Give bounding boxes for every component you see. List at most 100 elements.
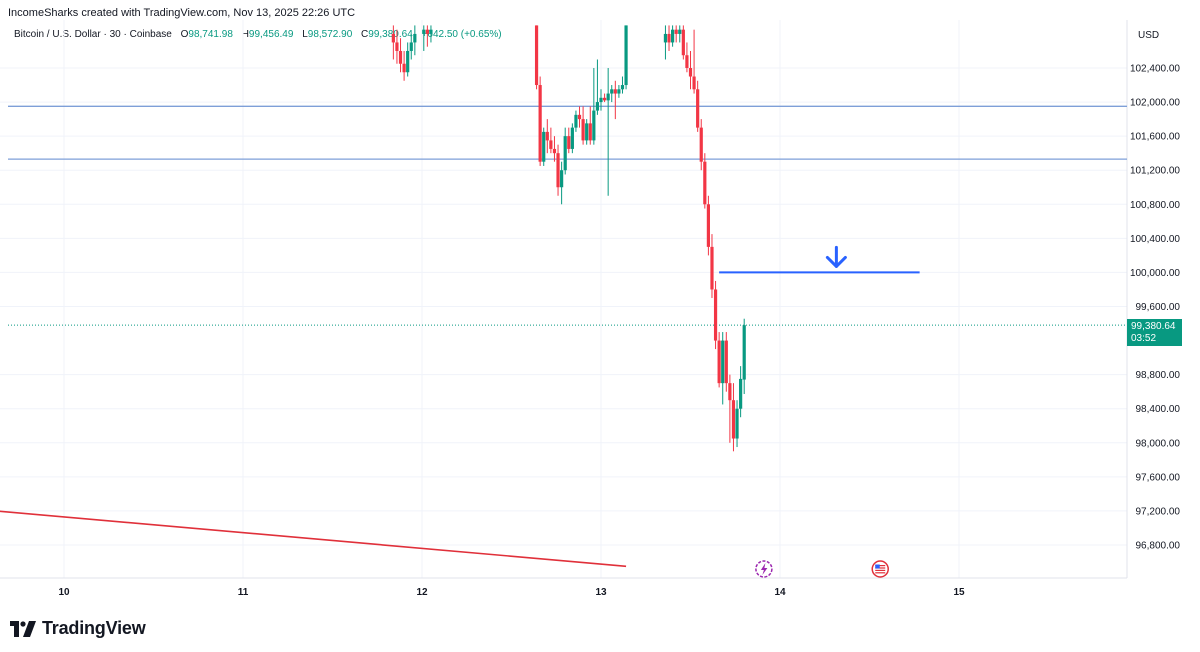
- price-tick-label: 97,200.00: [1136, 506, 1181, 517]
- candle: [567, 127, 571, 154]
- low-label: L: [302, 29, 308, 40]
- us-flag-event-icon[interactable]: [871, 560, 889, 578]
- candle: [398, 38, 403, 73]
- date-tick-label: 13: [595, 587, 607, 598]
- tradingview-footer[interactable]: TradingView: [10, 618, 146, 639]
- candle: [617, 85, 621, 98]
- lightning-event-icon[interactable]: [755, 560, 773, 578]
- candle: [696, 80, 700, 132]
- candle-body: [717, 340, 721, 384]
- close-label: C: [361, 29, 369, 40]
- candle-body: [585, 123, 589, 141]
- trendline-group[interactable]: [0, 510, 627, 568]
- candle: [563, 127, 567, 175]
- candle: [570, 123, 574, 154]
- price-tick-label: 98,800.00: [1136, 370, 1181, 381]
- last-price-tag: 99,380.64 03:52: [1127, 319, 1182, 346]
- candle: [728, 374, 732, 443]
- candle-body: [560, 170, 564, 188]
- candle-body: [624, 25, 628, 86]
- candle-body: [395, 42, 399, 51]
- flag-stripe: [875, 565, 886, 567]
- candle: [552, 136, 557, 162]
- price-tick-label: 101,600.00: [1130, 132, 1180, 143]
- candle-body: [706, 204, 710, 247]
- date-tick-label: 12: [416, 587, 428, 598]
- candle-body: [692, 76, 696, 90]
- last-price-value: 99,380.64: [1131, 321, 1176, 332]
- candle: [671, 25, 675, 47]
- price-tick-label: 100,400.00: [1130, 234, 1180, 245]
- candle-body: [542, 131, 546, 162]
- price-tick-label: 102,400.00: [1130, 64, 1180, 75]
- target-level-group[interactable]: [719, 245, 920, 274]
- candle: [678, 25, 682, 43]
- close-value: 99,380.64: [368, 29, 413, 40]
- candle-body: [663, 33, 668, 43]
- candle-body: [699, 127, 703, 162]
- candle: [735, 400, 739, 448]
- candle-body: [563, 136, 567, 171]
- candle: [542, 127, 546, 166]
- candle: [560, 161, 564, 205]
- candle-body: [545, 131, 549, 141]
- candle-body: [391, 33, 395, 43]
- candle-body: [721, 340, 725, 384]
- candle: [721, 332, 725, 405]
- candle: [395, 29, 399, 64]
- price-axis[interactable]: 102,400.00 102,000.00 101,600.00 101,200.00…: [1130, 64, 1180, 552]
- candle: [545, 119, 549, 154]
- event-icons[interactable]: [755, 560, 889, 578]
- event-circle: [871, 560, 889, 578]
- symbol-label: Bitcoin / U.S. Dollar · 30 · Coinbase: [14, 29, 172, 40]
- candle: [613, 80, 617, 120]
- trendline[interactable]: [0, 510, 627, 568]
- candle: [556, 144, 560, 196]
- open-label: O: [180, 29, 189, 40]
- price-tick-label: 98,000.00: [1136, 438, 1181, 449]
- change-value: +642.50 (+0.65%): [421, 29, 502, 40]
- candle-body: [398, 50, 403, 64]
- candles-group: [391, 25, 746, 452]
- down-arrow-icon: [825, 245, 847, 268]
- ohlc-legend: Bitcoin / U.S. Dollar · 30 · Coinbase O 9…: [14, 29, 502, 40]
- price-tick-label: 100,800.00: [1130, 200, 1180, 211]
- candle: [429, 25, 433, 43]
- candle: [674, 25, 678, 43]
- candle-body: [606, 93, 610, 101]
- candle: [592, 68, 596, 145]
- candle: [406, 42, 410, 77]
- candle: [585, 119, 589, 145]
- candle: [620, 76, 625, 94]
- chart-credit: IncomeSharks created with TradingView.co…: [8, 7, 356, 19]
- candle: [717, 332, 721, 388]
- candle: [610, 85, 614, 103]
- price-tick-label: 102,000.00: [1130, 98, 1180, 109]
- candle: [710, 234, 714, 298]
- candle: [595, 59, 600, 115]
- candle: [425, 25, 429, 47]
- candle: [538, 76, 542, 166]
- candle-body: [710, 246, 714, 290]
- candle-body: [588, 123, 592, 141]
- candle: [706, 195, 710, 256]
- candle: [624, 25, 628, 90]
- tradingview-brand: TradingView: [42, 618, 146, 638]
- candle-body: [538, 85, 542, 162]
- candle: [667, 25, 671, 51]
- candle-body: [674, 29, 678, 34]
- candle: [681, 25, 685, 60]
- candle: [606, 68, 610, 196]
- support-resistance-lines[interactable]: [8, 105, 1127, 326]
- high-label: H: [241, 29, 249, 40]
- arrow-head: [825, 255, 847, 268]
- time-axis[interactable]: 10 11 12 13 14 15: [58, 587, 965, 598]
- bar-countdown: 03:52: [1131, 333, 1157, 344]
- candle: [549, 127, 553, 154]
- candle: [663, 25, 668, 60]
- date-tick-label: 11: [238, 587, 249, 598]
- flag-canton: [875, 564, 880, 569]
- candle: [588, 106, 592, 145]
- candle-body: [406, 50, 410, 73]
